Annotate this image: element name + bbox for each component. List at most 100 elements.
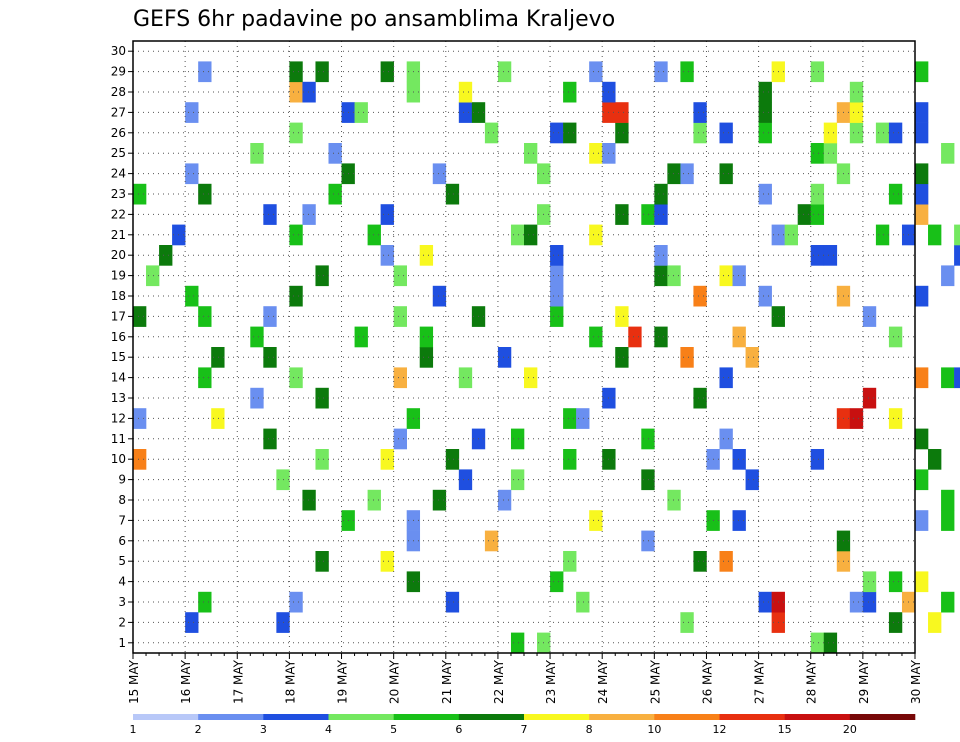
heatmap-cell: [302, 489, 316, 511]
heatmap-cell: [289, 591, 303, 613]
heatmap-cell: [941, 489, 955, 511]
heatmap-cell: [758, 122, 772, 144]
y-tick-label: 22: [111, 207, 126, 221]
heatmap-cell: [823, 245, 838, 266]
heatmap-cell: [250, 143, 264, 164]
y-tick-label: 19: [111, 269, 126, 283]
heatmap-cell: [615, 347, 629, 368]
heatmap-cell: [133, 306, 147, 327]
heatmap-cell: [915, 285, 929, 307]
colorbar-swatch: [719, 714, 785, 720]
heatmap-cell: [667, 163, 681, 185]
heatmap-cell: [563, 122, 577, 144]
x-tick-label: 24 MAY: [596, 659, 610, 704]
heatmap-cell: [380, 204, 394, 225]
heatmap-cell: [432, 489, 447, 511]
y-tick-label: 15: [111, 350, 126, 364]
heatmap-cell: [589, 224, 603, 246]
heatmap-cell: [302, 81, 316, 103]
x-tick-label: 16 MAY: [179, 659, 193, 704]
heatmap-cell: [615, 122, 629, 144]
x-tick-label: 17 MAY: [231, 659, 245, 704]
x-tick-label: 23 MAY: [544, 659, 558, 704]
x-axis: 15 MAY 16 MAY 17 MAY 18 MAY 19 MAY 20 MAY 21 M…: [127, 653, 923, 704]
y-tick-label: 8: [118, 493, 126, 507]
heatmap-cell: [393, 367, 407, 389]
y-tick-label: 25: [111, 146, 126, 160]
chart-title: GEFS 6hr padavine po ansamblima Kraljevo: [133, 7, 615, 32]
colorbar-label: 5: [390, 723, 397, 736]
heatmap-cell: [615, 306, 629, 327]
colorbar-swatch: [393, 714, 460, 720]
y-tick-label: 26: [111, 126, 126, 140]
colorbar-label: 15: [778, 723, 792, 736]
heatmap-cell: [524, 224, 538, 246]
y-tick-label: 10: [111, 452, 126, 466]
heatmap-cell: [146, 265, 160, 287]
heatmap-cell: [328, 183, 342, 205]
heatmap-cell: [198, 591, 212, 613]
x-tick-label: 25 MAY: [648, 659, 662, 704]
y-tick-label: 18: [111, 289, 126, 303]
y-tick-label: 5: [118, 554, 126, 568]
x-tick-label: 22 MAY: [492, 659, 506, 704]
heatmap-cell: [875, 122, 890, 144]
colorbar-swatch: [589, 714, 655, 720]
heatmap-cell: [380, 449, 394, 470]
heatmap-cell: [419, 245, 434, 266]
y-tick-label: 27: [111, 105, 126, 119]
colorbar-swatch: [263, 714, 329, 720]
heatmap-cell: [888, 612, 903, 633]
heatmap-cell: [915, 163, 929, 185]
heatmap-cell: [732, 265, 746, 287]
heatmap-cell: [915, 367, 929, 389]
y-tick-label: 9: [118, 473, 126, 487]
colorbar-label: 4: [325, 723, 332, 736]
heatmap-cell: [159, 245, 173, 266]
heatmap-cell: [758, 285, 772, 307]
heatmap-cell: [719, 163, 733, 185]
heatmap-cell: [185, 102, 199, 123]
heatmap-cell: [315, 387, 329, 409]
heatmap-cell: [393, 265, 407, 287]
heatmap-cell: [393, 428, 407, 450]
heatmap-cell: [315, 551, 329, 572]
heatmap-cell: [758, 81, 772, 103]
heatmap-cell: [393, 306, 407, 327]
heatmap-cell: [550, 306, 564, 327]
heatmap-cell: [654, 265, 668, 287]
heatmap-cell: [915, 183, 929, 205]
heatmap-cell: [458, 102, 473, 123]
heatmap-cell: [849, 81, 864, 103]
heatmap-cell: [524, 143, 538, 164]
heatmap-cell: [289, 285, 303, 307]
heatmap-cell: [849, 122, 864, 144]
heatmap-cell: [315, 265, 329, 287]
heatmap-cell: [315, 449, 329, 470]
heatmap-cell: [888, 122, 903, 144]
heatmap-cell: [654, 204, 668, 225]
heatmap-cell: [510, 224, 525, 246]
y-tick-label: 23: [111, 187, 126, 201]
heatmap-cell: [198, 183, 212, 205]
heatmap-cell: [302, 204, 316, 225]
heatmap-cell: [354, 326, 368, 348]
colorbar-swatch: [849, 714, 916, 720]
heatmap-cell: [550, 122, 564, 144]
heatmap-cell: [419, 326, 434, 348]
heatmap-cell: [380, 551, 394, 572]
heatmap-cell: [589, 510, 603, 531]
heatmap-cell: [211, 347, 225, 368]
heatmap-cell: [719, 122, 733, 144]
heatmap-cell: [758, 591, 772, 613]
y-tick-label: 6: [118, 534, 126, 548]
heatmap-cell: [915, 61, 929, 83]
heatmap-cell: [732, 449, 746, 470]
heatmap-cell: [589, 61, 603, 83]
heatmap-cell: [954, 367, 960, 389]
heatmap-cell: [133, 183, 147, 205]
heatmap-cell: [563, 449, 577, 470]
heatmap-cell: [719, 551, 733, 572]
heatmap-cell: [289, 122, 303, 144]
heatmap-cell: [849, 408, 864, 429]
